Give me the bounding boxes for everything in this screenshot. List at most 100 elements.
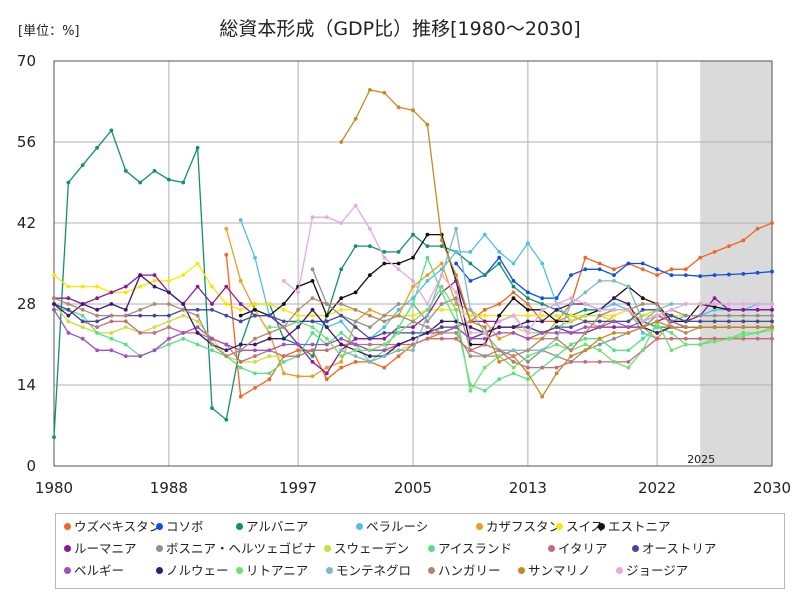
legend-marker xyxy=(518,567,525,574)
data-point xyxy=(224,226,229,231)
data-point xyxy=(411,279,415,283)
series-line xyxy=(240,233,772,346)
legend-item: アルバニア xyxy=(236,520,308,534)
data-point xyxy=(80,313,85,318)
data-point xyxy=(95,325,99,329)
data-point xyxy=(195,261,200,266)
data-point xyxy=(310,313,315,318)
data-point xyxy=(683,336,688,341)
data-point xyxy=(497,325,502,329)
data-point xyxy=(95,331,99,335)
data-point xyxy=(238,360,243,364)
data-point xyxy=(296,307,300,312)
data-point xyxy=(210,336,214,341)
data-point xyxy=(454,290,458,295)
data-point xyxy=(540,336,545,341)
data-point xyxy=(511,284,516,289)
data-point xyxy=(597,313,602,318)
data-point xyxy=(310,267,315,272)
legend-marker xyxy=(324,545,331,552)
data-point xyxy=(439,325,444,329)
legend-label: モンテネグロ xyxy=(336,563,412,578)
data-point xyxy=(368,354,372,358)
data-point xyxy=(224,348,229,353)
data-point xyxy=(95,284,99,289)
data-point xyxy=(396,342,401,347)
y-tick-label: 14 xyxy=(17,376,36,394)
data-point xyxy=(152,313,157,318)
data-point xyxy=(640,267,645,272)
data-point xyxy=(569,342,573,347)
data-point xyxy=(109,336,114,341)
data-point xyxy=(439,290,444,295)
data-point xyxy=(497,348,502,353)
data-point xyxy=(382,336,387,341)
data-point xyxy=(583,302,588,306)
data-point xyxy=(382,331,387,335)
data-point xyxy=(554,371,559,376)
data-point xyxy=(382,365,387,370)
data-point xyxy=(52,296,56,301)
data-point xyxy=(482,388,487,393)
legend-item: エストニア xyxy=(598,520,671,534)
data-point xyxy=(195,331,200,335)
data-point xyxy=(368,342,372,347)
data-point xyxy=(511,290,516,295)
data-point xyxy=(210,342,214,347)
legend-item: ルーマニア xyxy=(64,542,137,556)
data-point xyxy=(626,284,631,289)
data-point xyxy=(210,284,214,289)
data-point xyxy=(324,342,329,347)
data-point xyxy=(238,394,243,399)
forecast-label: 2025 xyxy=(687,453,715,466)
data-point xyxy=(138,307,143,312)
y-tick-label: 56 xyxy=(17,133,36,151)
data-point xyxy=(540,394,545,399)
data-point xyxy=(411,313,415,318)
data-point xyxy=(353,342,358,347)
data-point xyxy=(468,307,473,312)
legend-label: ジョージア xyxy=(626,563,689,578)
data-point xyxy=(655,313,659,318)
data-point xyxy=(554,365,559,370)
data-point xyxy=(382,250,387,254)
data-point xyxy=(741,272,746,276)
legend-item: ジョージア xyxy=(616,564,688,578)
legend-label: ハンガリー xyxy=(438,563,501,578)
data-point xyxy=(253,336,257,341)
data-point xyxy=(181,273,186,277)
data-point xyxy=(353,307,358,312)
data-point xyxy=(324,371,329,376)
data-point xyxy=(310,360,315,364)
data-point xyxy=(238,307,243,312)
data-point xyxy=(712,296,717,301)
data-point xyxy=(454,226,458,231)
data-point xyxy=(425,319,430,324)
data-point xyxy=(540,302,545,306)
data-point xyxy=(310,342,315,347)
data-point xyxy=(324,319,329,324)
data-point xyxy=(66,331,71,335)
data-point xyxy=(439,261,444,266)
data-point xyxy=(324,325,329,329)
data-point xyxy=(439,319,444,324)
data-point xyxy=(669,348,674,353)
data-point xyxy=(123,313,128,318)
data-point xyxy=(640,325,645,329)
data-point xyxy=(526,360,530,364)
data-point xyxy=(382,313,387,318)
legend-label: オーストリア xyxy=(642,541,717,556)
data-point xyxy=(95,145,99,150)
legend-item: リトアニア xyxy=(236,564,308,578)
data-point xyxy=(468,331,473,335)
data-point xyxy=(727,319,731,324)
data-point xyxy=(669,307,674,312)
data-point xyxy=(324,365,329,370)
data-point xyxy=(597,336,602,341)
data-point xyxy=(597,261,602,266)
data-point xyxy=(540,261,545,266)
data-point xyxy=(167,342,171,347)
data-point xyxy=(755,270,760,275)
data-point xyxy=(339,360,344,364)
data-point xyxy=(109,290,114,295)
